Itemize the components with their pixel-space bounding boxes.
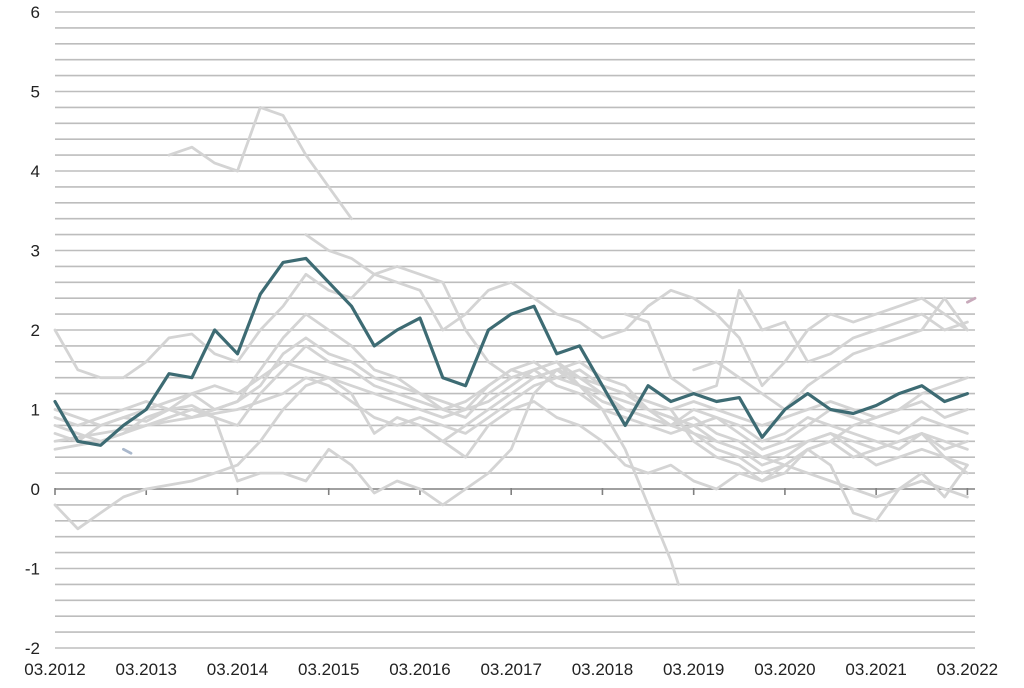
x-tick-label: 03.2016 — [389, 660, 450, 679]
x-tick-label: 03.2012 — [24, 660, 85, 679]
series-line-16 — [966, 296, 977, 304]
y-axis-labels: 6 5 4 3 2 1 0 -1 -2 — [25, 3, 40, 658]
gridlines — [55, 11, 975, 649]
x-tick-label: 03.2014 — [207, 660, 268, 679]
series-line-15 — [692, 296, 969, 411]
series-line-12 — [441, 368, 969, 499]
y-tick-label: 5 — [31, 83, 40, 102]
series-line-7 — [304, 233, 680, 586]
x-tick-label: 03.2017 — [480, 660, 541, 679]
series-line-13 — [623, 288, 969, 396]
x-tick-label: 03.2020 — [754, 660, 815, 679]
y-tick-label: 0 — [31, 480, 40, 499]
series-line-17 — [122, 447, 133, 455]
highlight-series-line — [53, 256, 970, 447]
x-tick-label: 03.2021 — [845, 660, 906, 679]
y-tick-label: 6 — [31, 3, 40, 22]
series-line-14 — [669, 408, 969, 523]
highlight-series-group — [53, 256, 970, 447]
x-tick-label: 03.2013 — [116, 660, 177, 679]
y-tick-label: -1 — [25, 560, 40, 579]
y-tick-label: 2 — [31, 321, 40, 340]
x-tick-label: 03.2022 — [937, 660, 998, 679]
x-tick-label: 03.2018 — [572, 660, 633, 679]
x-tick-label: 03.2015 — [298, 660, 359, 679]
y-tick-label: 1 — [31, 401, 40, 420]
series-line-11 — [53, 360, 969, 427]
x-tick-label: 03.2019 — [663, 660, 724, 679]
y-tick-label: 3 — [31, 242, 40, 261]
y-tick-label: -2 — [25, 639, 40, 658]
x-axis-labels: 03.2012 03.2013 03.2014 03.2015 03.2016 03.20… — [24, 660, 998, 679]
y-tick-label: 4 — [31, 162, 40, 181]
series-line-10 — [53, 368, 969, 467]
series-line-6 — [167, 106, 353, 221]
